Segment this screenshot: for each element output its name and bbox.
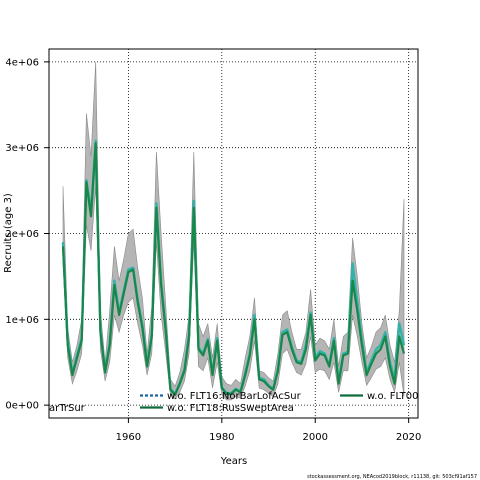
x-axis: 1960 1980 2000 2020 [116, 418, 421, 443]
x-tick-label-2: 2000 [303, 432, 328, 443]
legend-label-3: w.o. FLT00 [367, 391, 419, 402]
y-tick-label-2: 2e+06 [5, 229, 39, 240]
y-tick-label-3: 3e+06 [5, 143, 39, 154]
legend-label-1: w.o. FLT16:NorBarLofAcSur [167, 391, 302, 402]
x-tick-label-3: 2020 [396, 432, 421, 443]
x-tick-label-0: 1960 [116, 432, 141, 443]
x-tick-label-1: 1980 [209, 432, 234, 443]
y-tick-label-0: 0e+00 [5, 401, 39, 412]
y-axis-title: Recruits (age 3) [3, 193, 14, 273]
footer-text: stockassessment.org, NEAcod2019block, r1… [307, 474, 477, 480]
y-axis: 0e+00 1e+06 2e+06 3e+06 4e+06 [5, 57, 49, 412]
x-axis-title: Years [220, 456, 247, 467]
confidence-band [62, 61, 405, 401]
legend-label-0: arTrSur [49, 403, 86, 414]
y-tick-label-4: 4e+06 [5, 57, 39, 68]
legend-label-2: w.o. FLT18:RusSweptArea [167, 403, 294, 414]
series-lines [61, 139, 406, 396]
series-line-estimate [61, 142, 406, 396]
confidence-band-area [62, 61, 405, 401]
y-tick-label-1: 1e+06 [5, 315, 39, 326]
